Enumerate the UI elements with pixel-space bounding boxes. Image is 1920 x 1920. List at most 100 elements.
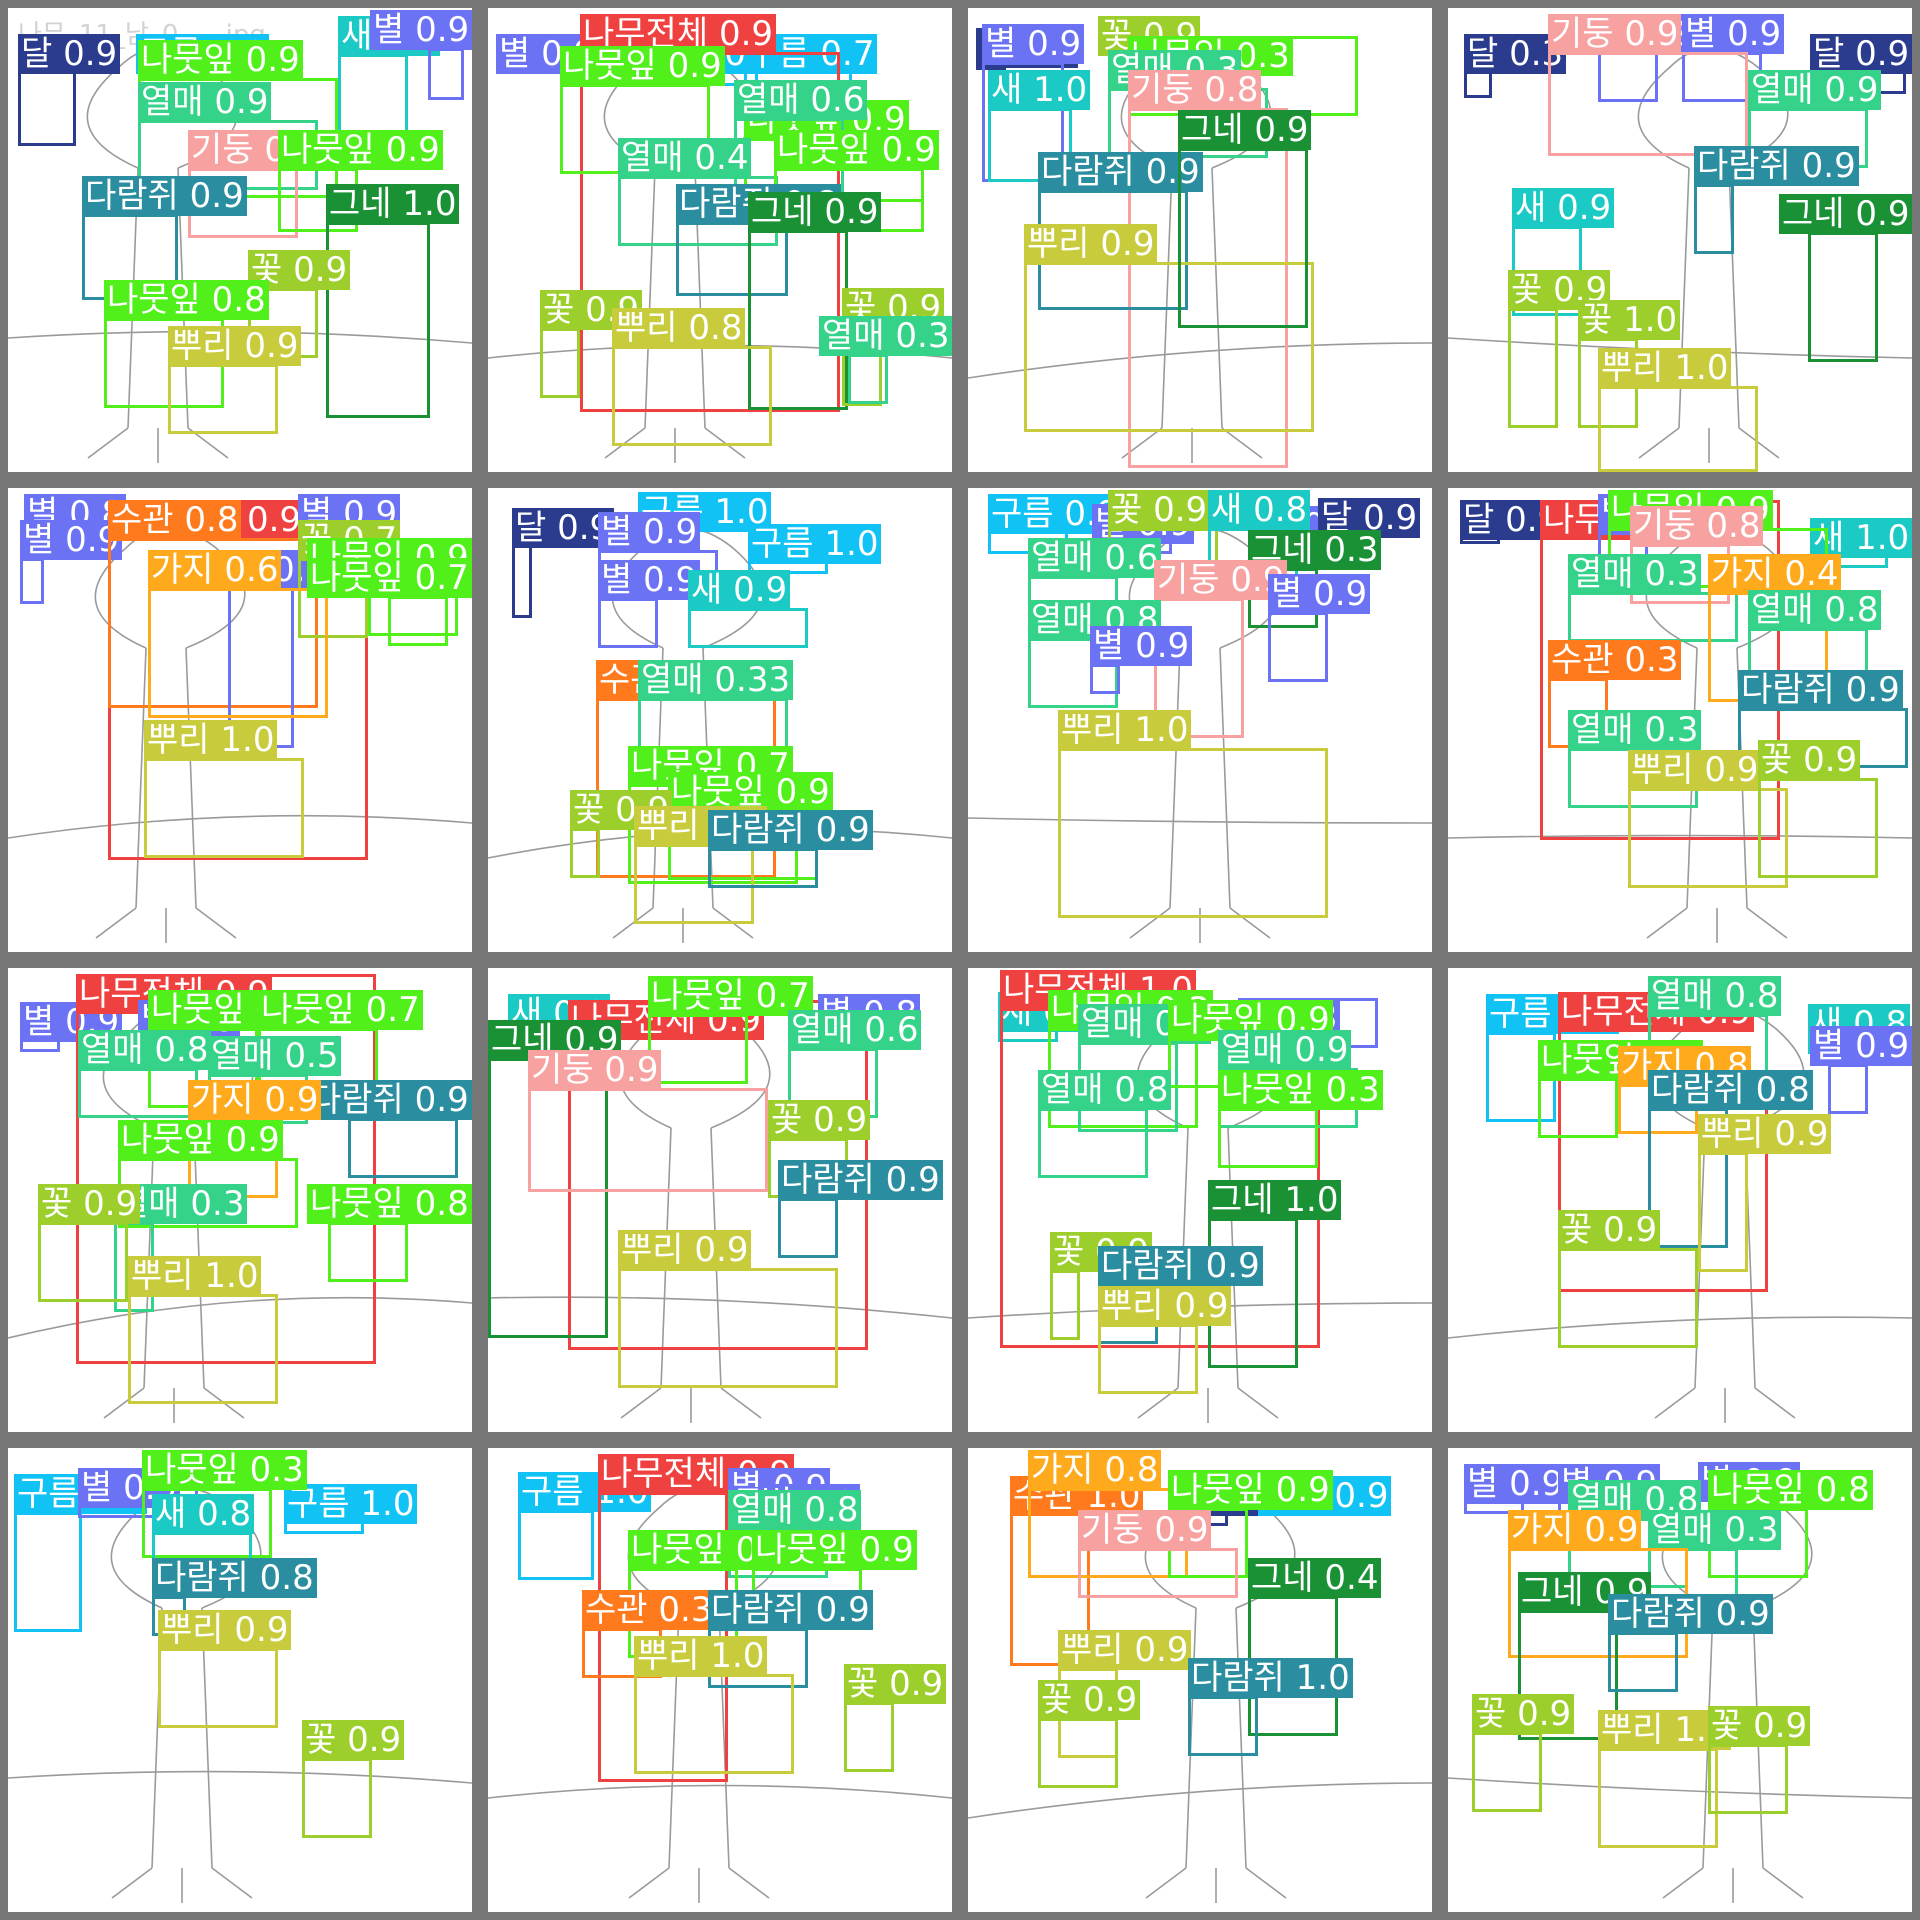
confidence-score: 0.3 xyxy=(1644,554,1699,594)
confidence-score: 0.9 xyxy=(718,14,774,54)
detection-label: 그네 0.4 xyxy=(1248,1558,1382,1598)
detection-label: 뿌리 0.9 xyxy=(1628,750,1762,790)
bounding-box xyxy=(848,354,888,404)
confidence-score: 0.8 xyxy=(414,1184,469,1224)
class-name: 꽃 xyxy=(1101,16,1133,56)
confidence-score: 1.0 xyxy=(1623,300,1678,340)
detection-label: 나뭇잎 0.9 xyxy=(752,1530,917,1570)
detection-label: 별 0.9 xyxy=(1090,626,1193,666)
class-name: 나뭇잎 xyxy=(261,990,355,1030)
detection-label: 달 0.9 xyxy=(1810,34,1912,74)
confidence-score: 1.0 xyxy=(1284,1180,1339,1220)
class-name: 나뭇잎 xyxy=(107,280,201,320)
class-name: 그네 xyxy=(1521,1572,1584,1612)
class-name: 다람쥐 xyxy=(1697,146,1791,186)
class-name: 열매 xyxy=(1651,976,1714,1016)
class-name: 꽃 xyxy=(1041,1680,1073,1720)
class-name: 새 xyxy=(691,570,723,610)
class-name: 뿌리 xyxy=(1101,1286,1164,1326)
detection-label: 그네 1.0 xyxy=(326,184,460,224)
confidence-score: 0.9 xyxy=(815,810,870,850)
bounding-box xyxy=(648,1014,748,1084)
detection-label: 꽃 0.9 xyxy=(1038,1680,1141,1720)
detection-label: 별 0.9 xyxy=(1464,1464,1567,1504)
class-name: 다람쥐 xyxy=(85,176,179,216)
class-name: 뿌리 xyxy=(615,308,678,348)
detection-label: 열매 0.9 xyxy=(1748,70,1882,110)
confidence-score: 0.3 xyxy=(895,316,950,356)
class-name: 꽃 xyxy=(847,1664,879,1704)
class-name: 나뭇잎 xyxy=(671,772,765,812)
class-name: 나뭇잎 xyxy=(121,1120,215,1160)
confidence-score: 0.9 xyxy=(1824,70,1879,110)
detection-label: 열매 0.6 xyxy=(1028,538,1162,578)
class-name: 뿌리 xyxy=(1701,1114,1764,1154)
confidence-score: 0.9 xyxy=(1715,1594,1770,1634)
class-name: 뿌리 xyxy=(1631,750,1694,790)
confidence-score: 1.0 xyxy=(220,720,275,760)
detection-label: 새 0.8 xyxy=(152,1494,255,1534)
bounding-box xyxy=(1078,1548,1238,1598)
class-name: 꽃 xyxy=(573,790,605,830)
detection-label: 기둥 0.9 xyxy=(528,1050,662,1090)
detection-label: 나뭇잎 0.9 xyxy=(774,130,939,170)
detection-label: 수관 0.3 xyxy=(582,1590,716,1630)
detection-label: 그네 1.0 xyxy=(1208,1180,1342,1220)
confidence-score: 0.9 xyxy=(667,46,722,86)
class-name: 새 xyxy=(155,1494,187,1534)
detection-label: 열매 0.6 xyxy=(788,1010,922,1050)
class-name: 그네 xyxy=(1251,1558,1314,1598)
detection-label: 나뭇잎 0.3 xyxy=(1218,1070,1383,1110)
confidence-score: 0.9 xyxy=(1855,1026,1910,1066)
detection-label: 열매 0.3 xyxy=(1648,1510,1782,1550)
confidence-score: 0.8 xyxy=(184,500,239,540)
confidence-score: 0.9 xyxy=(1100,224,1155,264)
detection-label: 기둥 0.8 xyxy=(1128,70,1262,110)
confidence-score: 0.9 xyxy=(1517,1694,1572,1734)
detection-label: 별 0.9 xyxy=(1682,14,1785,54)
confidence-score: 0.33 xyxy=(714,660,791,700)
bounding-box xyxy=(1038,1108,1148,1178)
class-name: 별 xyxy=(601,560,633,600)
detection-label: 꽃 0.9 xyxy=(248,250,351,290)
confidence-score: 0.8 xyxy=(1204,70,1259,110)
class-name: 기둥 xyxy=(1131,70,1194,110)
class-name: 나뭇잎 xyxy=(651,976,745,1016)
confidence-score: 0.9 xyxy=(733,570,788,610)
confidence-score: 0.8 xyxy=(1114,1070,1169,1110)
confidence-score: 1.0 xyxy=(1033,70,1088,110)
confidence-score: 0.9 xyxy=(1174,1286,1229,1326)
class-name: 구름 xyxy=(1489,994,1552,1034)
bounding-box xyxy=(148,588,328,718)
confidence-score: 0.8 xyxy=(1253,490,1308,530)
confidence-score: 0.3 xyxy=(1324,530,1379,570)
detection-label: 그네 0.9 xyxy=(1178,110,1312,150)
detection-label: 뿌리 1.0 xyxy=(1058,710,1192,750)
class-name: 그네 xyxy=(329,184,392,224)
detection-label: 꽃 0.9 xyxy=(38,1184,141,1224)
class-name: 꽃 xyxy=(771,1100,803,1140)
detection-label: 그네 0.3 xyxy=(1248,530,1382,570)
class-name: 뿌리 xyxy=(1601,1710,1664,1750)
class-name: 꽃 xyxy=(305,1720,337,1760)
image-tile-1: 나무_11_남_0___.jpg달 0.9구름 0.9새 1.0별 0.9나뭇잎… xyxy=(8,8,472,472)
bounding-box xyxy=(1218,1108,1318,1168)
class-name: 나뭇잎 xyxy=(777,130,871,170)
detection-label: 뿌리 1.0 xyxy=(1598,348,1732,388)
detection-label: 가지 0.4 xyxy=(1708,554,1842,594)
confidence-score: 0.9 xyxy=(1603,1210,1658,1250)
class-name: 다람쥐 xyxy=(1611,1594,1705,1634)
confidence-score: 0.9 xyxy=(1334,1476,1389,1516)
class-name: 달 xyxy=(1813,34,1845,74)
class-name: 나뭇잎 xyxy=(1221,1070,1315,1110)
class-name: 꽃 xyxy=(1111,490,1143,530)
class-name: 열매 xyxy=(1751,70,1814,110)
confidence-score: 0.3 xyxy=(1624,640,1679,680)
detection-label: 별 0.9 xyxy=(598,512,701,552)
confidence-score: 1.0 xyxy=(1674,348,1729,388)
bounding-box xyxy=(128,1294,278,1404)
detection-label: 새 1.0 xyxy=(988,70,1091,110)
